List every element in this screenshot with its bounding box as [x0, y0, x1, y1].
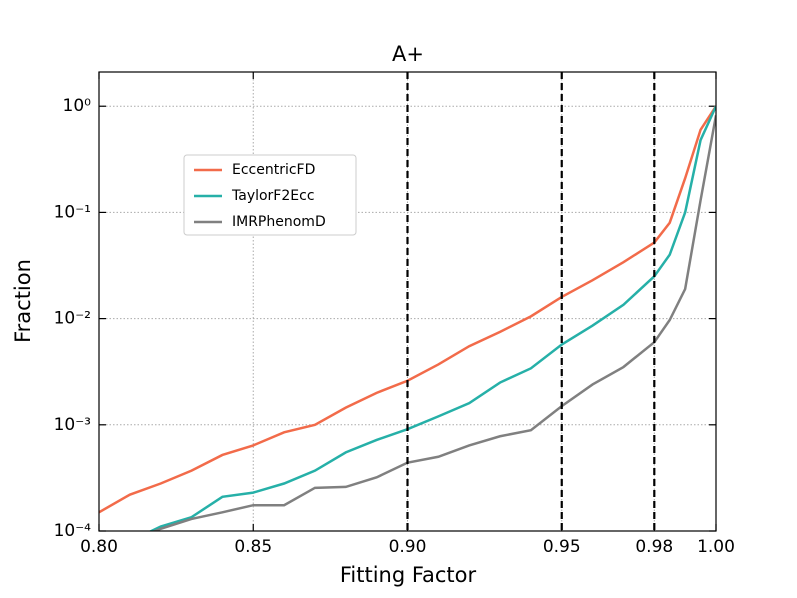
legend-label: IMRPhenomD	[232, 214, 326, 230]
x-tick-label: 0.95	[543, 537, 581, 557]
legend-box	[183, 154, 357, 236]
y-tick-label: 10⁰	[63, 96, 92, 116]
series-line	[148, 105, 716, 531]
legend-label: EccentricFD	[232, 162, 315, 178]
plot-area	[99, 105, 716, 531]
chart-title: A+	[392, 42, 424, 66]
legend-label: TaylorF2Ecc	[231, 188, 315, 204]
y-tick-label: 10⁻³	[54, 415, 91, 435]
x-tick-label: 0.90	[389, 537, 427, 557]
y-tick-label: 10⁻²	[54, 309, 91, 329]
y-axis-label: Fraction	[11, 259, 35, 343]
x-tick-label: 0.85	[234, 537, 272, 557]
x-tick-label: 1.00	[697, 537, 735, 557]
series-line	[151, 115, 716, 531]
series-line	[99, 105, 716, 514]
y-tick-label: 10⁻⁴	[54, 521, 92, 541]
x-axis-label: Fitting Factor	[340, 563, 477, 587]
plot-frame	[98, 71, 717, 532]
x-tick-label: 0.80	[80, 537, 118, 557]
x-tick-label: 0.98	[635, 537, 673, 557]
y-tick-label: 10⁻¹	[54, 202, 91, 222]
